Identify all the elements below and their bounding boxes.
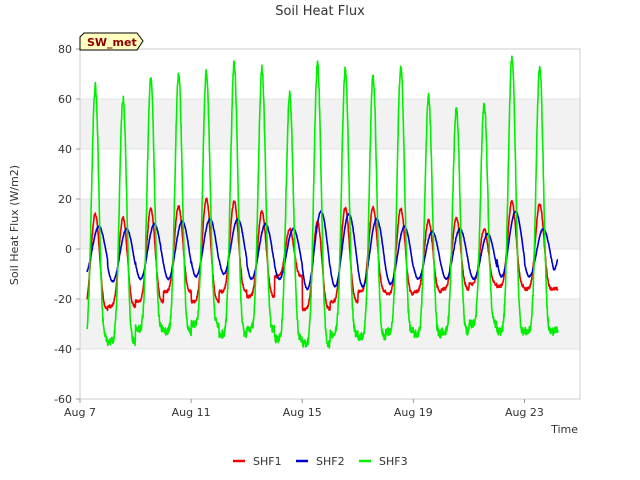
station-label-box (79, 32, 144, 51)
series-lines (86, 55, 559, 349)
y-tick-label: -40 (54, 343, 72, 356)
grid-band (80, 99, 580, 149)
legend: SHF1 SHF2 SHF3 (233, 455, 408, 468)
y-axis-label: Soil Heat Flux (W/m2) (8, 165, 21, 285)
x-tick-label: Aug 7 (64, 406, 96, 419)
x-tick-label: Aug 19 (394, 406, 433, 419)
y-tick-label: -20 (54, 293, 72, 306)
station-label: SW_met (79, 32, 144, 51)
y-tick-label: -60 (54, 393, 72, 406)
x-axis: Aug 7 Aug 11 Aug 15 Aug 19 Aug 23 (64, 399, 544, 419)
station-label-text: SW_met (87, 36, 137, 49)
y-axis: -60 -40 -20 0 20 40 60 80 (54, 43, 80, 406)
legend-label-shf3: SHF3 (379, 455, 408, 468)
legend-label-shf2: SHF2 (316, 455, 345, 468)
y-tick-label: 0 (65, 243, 72, 256)
y-tick-label: 20 (58, 193, 72, 206)
y-tick-label: 60 (58, 93, 72, 106)
x-tick-label: Aug 15 (283, 406, 322, 419)
plot-frame (79, 48, 581, 400)
x-tick-label: Aug 23 (505, 406, 544, 419)
grid-band (80, 199, 580, 249)
chart-title: Soil Heat Flux (275, 4, 365, 19)
y-tick-label: 40 (58, 143, 72, 156)
x-axis-label: Time (550, 423, 578, 436)
series-line-shf3 (86, 55, 559, 349)
y-tick-label: 80 (58, 43, 72, 56)
legend-label-shf1: SHF1 (253, 455, 282, 468)
x-tick-label: Aug 11 (172, 406, 211, 419)
